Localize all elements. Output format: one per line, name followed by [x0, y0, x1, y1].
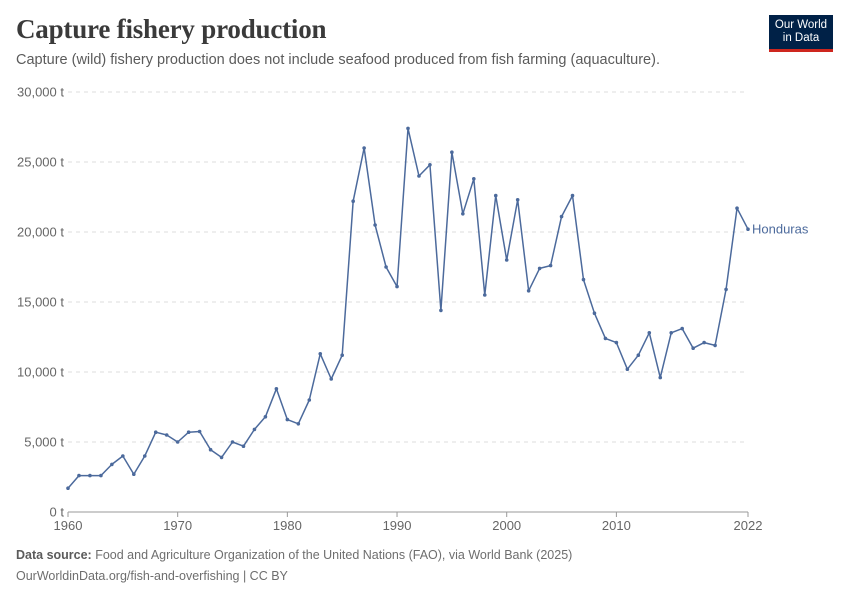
data-point	[526, 289, 531, 293]
data-point	[340, 353, 344, 358]
data-point	[230, 440, 235, 444]
data-point	[428, 163, 432, 167]
data-point	[680, 326, 684, 331]
data-point	[252, 427, 257, 432]
data-point	[669, 331, 674, 335]
x-tick-label: 2022	[734, 518, 763, 533]
data-point	[307, 398, 312, 402]
footer-url[interactable]: OurWorldinData.org/fish-and-overfishing …	[16, 569, 288, 583]
data-point	[186, 430, 191, 435]
data-point	[362, 146, 366, 150]
data-point	[592, 311, 597, 316]
data-point	[691, 346, 695, 351]
x-axis: 1960 1970 1980 1990 2000 2010 2022	[54, 511, 763, 533]
data-point	[493, 193, 498, 198]
data-point	[461, 212, 465, 216]
data-point	[110, 462, 114, 467]
data-point	[132, 472, 136, 477]
data-point	[417, 174, 421, 178]
gridlines	[68, 91, 748, 443]
data-point	[713, 343, 717, 348]
data-point	[121, 454, 125, 458]
data-point	[570, 193, 575, 198]
y-tick-label: 20,000 t	[17, 225, 64, 240]
data-point	[636, 353, 641, 358]
data-point	[153, 430, 158, 435]
y-tick-label: 30,000 t	[17, 85, 64, 100]
logo-line-1: Our World	[774, 19, 828, 31]
data-point	[614, 340, 619, 345]
data-point	[384, 265, 388, 269]
data-point	[504, 258, 509, 262]
y-axis-tick-labels: 0 t 5,000 t 10,000 t 15,000 t 20,000 t 25,000…	[17, 85, 64, 520]
data-point	[647, 331, 652, 335]
data-point	[285, 417, 290, 422]
data-point	[537, 266, 542, 271]
chart-subtitle: Capture (wild) fishery production does n…	[16, 52, 660, 68]
data-point	[88, 473, 92, 478]
logo-line-2: in Data	[782, 32, 820, 44]
data-point	[395, 284, 399, 289]
data-point	[746, 227, 750, 231]
data-point	[296, 422, 301, 426]
data-point	[241, 444, 246, 449]
y-tick-label: 5,000 t	[24, 435, 64, 450]
data-point	[406, 126, 410, 131]
data-point	[318, 352, 323, 356]
data-point	[329, 377, 334, 381]
data-point	[658, 375, 663, 380]
data-point	[77, 473, 81, 478]
data-point	[724, 287, 728, 292]
data-point	[439, 308, 443, 313]
x-tick-label: 1960	[54, 518, 83, 533]
data-point	[702, 340, 706, 345]
data-point	[219, 455, 224, 460]
data-point	[548, 263, 553, 268]
data-point	[625, 367, 630, 372]
data-point	[208, 447, 213, 452]
data-point	[603, 336, 608, 341]
data-source: Data source: Food and Agriculture Organi…	[16, 548, 572, 562]
data-point	[142, 454, 147, 458]
data-point	[66, 486, 70, 491]
data-point	[472, 177, 476, 181]
data-point	[515, 198, 520, 202]
data-point	[581, 277, 586, 282]
x-tick-label: 1990	[383, 518, 412, 533]
data-point	[274, 387, 279, 391]
data-source-label: Data source:	[16, 548, 92, 562]
data-point	[197, 429, 202, 434]
data-point	[373, 223, 377, 227]
y-tick-label: 10,000 t	[17, 365, 64, 380]
data-source-text: Food and Agriculture Organization of the…	[95, 548, 573, 562]
x-tick-label: 1980	[273, 518, 302, 533]
data-point	[351, 199, 355, 203]
data-point	[263, 415, 268, 419]
data-point	[99, 473, 103, 478]
data-point	[450, 150, 454, 154]
data-point	[164, 433, 169, 437]
y-tick-label: 25,000 t	[17, 155, 64, 170]
x-tick-label: 2010	[602, 518, 631, 533]
y-tick-label: 0 t	[50, 505, 65, 520]
data-point	[735, 206, 739, 210]
data-point	[175, 440, 180, 444]
y-tick-label: 15,000 t	[17, 295, 64, 310]
data-point	[559, 214, 564, 219]
series-label: Honduras	[752, 222, 809, 237]
x-tick-label: 2000	[492, 518, 521, 533]
data-point	[482, 293, 487, 297]
series-line	[67, 127, 749, 489]
chart-title: Capture fishery production	[16, 14, 327, 44]
series-layer: Honduras	[66, 126, 809, 491]
x-tick-label: 1970	[163, 518, 192, 533]
owid-logo[interactable]: Our World in Data	[769, 15, 833, 52]
